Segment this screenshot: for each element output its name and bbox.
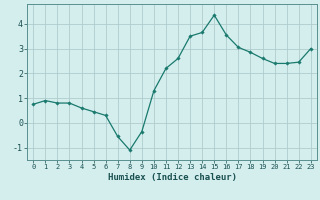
X-axis label: Humidex (Indice chaleur): Humidex (Indice chaleur) <box>108 173 236 182</box>
